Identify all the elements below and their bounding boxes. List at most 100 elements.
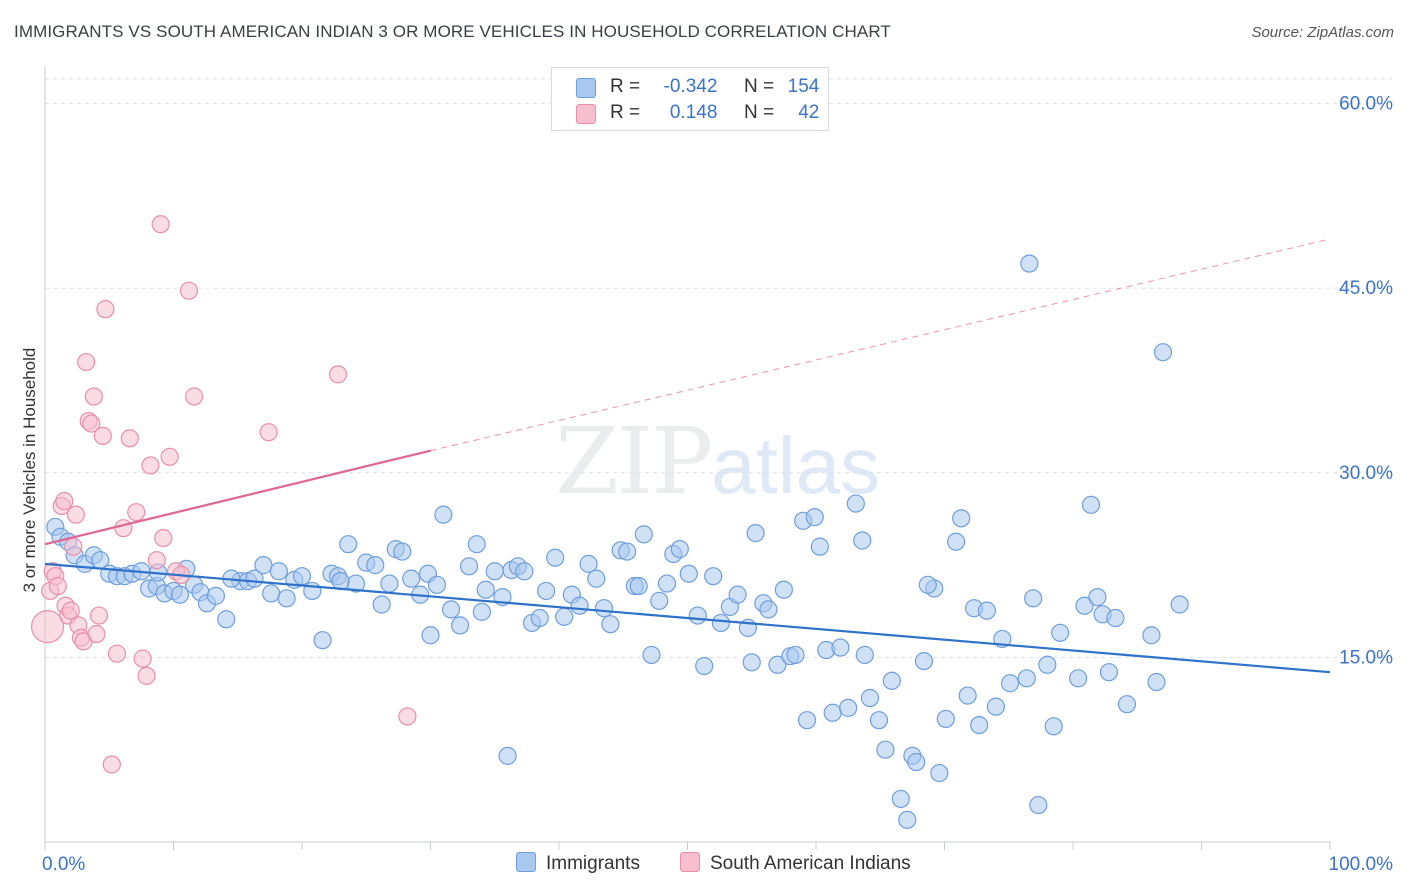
south-american-indians-point bbox=[127, 503, 146, 522]
legend-n-value: 154 bbox=[787, 76, 820, 97]
immigrants-point bbox=[1044, 717, 1063, 736]
immigrants-point bbox=[472, 602, 491, 621]
chart-title: IMMIGRANTS VS SOUTH AMERICAN INDIAN 3 OR… bbox=[14, 22, 891, 41]
immigrants-point bbox=[1000, 674, 1020, 693]
legend-n-value: 42 bbox=[798, 102, 820, 123]
immigrants-point bbox=[579, 554, 598, 573]
immigrants-points bbox=[46, 254, 1189, 829]
immigrants-point bbox=[380, 574, 399, 593]
immigrants-point bbox=[930, 763, 949, 783]
immigrants-point bbox=[855, 645, 874, 665]
bottom-legend-label: Immigrants bbox=[546, 853, 640, 874]
south-american-indians-point bbox=[133, 649, 152, 668]
immigrants-swatch-icon bbox=[576, 78, 596, 98]
immigrants-point bbox=[1081, 495, 1101, 514]
immigrants-point bbox=[262, 584, 281, 603]
immigrants-point bbox=[695, 656, 714, 676]
south-american-indians-point bbox=[61, 601, 80, 620]
south-american-indians-point bbox=[147, 551, 166, 570]
south-american-indians-point bbox=[137, 666, 156, 685]
immigrants-point bbox=[421, 626, 440, 645]
immigrants-point bbox=[891, 789, 910, 809]
zipatlas-watermark: ZIPatlas bbox=[555, 408, 880, 515]
trend-lines bbox=[44, 238, 1331, 674]
south-american-indians-point bbox=[259, 423, 278, 442]
south-american-indians-point bbox=[89, 606, 109, 625]
immigrants-point bbox=[970, 715, 989, 735]
immigrants-point bbox=[670, 540, 689, 559]
y-tick-label: 30.0% bbox=[1339, 463, 1393, 484]
immigrants-point bbox=[485, 562, 504, 581]
immigrants-point bbox=[839, 698, 858, 717]
south-american-indians-point bbox=[64, 537, 83, 556]
immigrants-point bbox=[774, 580, 793, 599]
immigrants-point bbox=[1075, 596, 1094, 615]
immigrants-point bbox=[587, 569, 606, 588]
x-tick-label: 0.0% bbox=[42, 854, 85, 875]
south-american-indians-point bbox=[48, 576, 67, 596]
bottom-legend-label: South American Indians bbox=[710, 853, 911, 874]
immigrants-point bbox=[869, 711, 889, 730]
legend-n-label: N = bbox=[743, 76, 775, 97]
south-american-indians-point bbox=[114, 519, 133, 538]
south-american-indians-point bbox=[87, 624, 106, 644]
immigrants-point bbox=[1106, 608, 1125, 628]
sai-trend-line bbox=[44, 449, 431, 546]
immigrants-point bbox=[427, 575, 447, 594]
immigrants-point bbox=[594, 599, 614, 618]
south-american-indians-point bbox=[398, 707, 417, 726]
immigrants-point bbox=[634, 525, 653, 544]
immigrants-point bbox=[434, 505, 453, 524]
south-american-indians-point bbox=[120, 429, 139, 448]
immigrants-point bbox=[450, 616, 470, 635]
immigrants-point bbox=[1088, 588, 1107, 607]
immigrants-point bbox=[860, 688, 880, 708]
immigrants-point bbox=[393, 542, 412, 561]
immigrants-point bbox=[952, 509, 971, 528]
legend-r-label: R = bbox=[610, 102, 641, 123]
tick-labels: 15.0% 30.0% 45.0% 60.0% 0.0% 100.0% bbox=[42, 94, 1393, 875]
immigrants-point bbox=[1099, 663, 1119, 682]
immigrants-point bbox=[977, 601, 997, 620]
immigrants-point bbox=[1170, 595, 1189, 614]
immigrants-point bbox=[515, 562, 534, 581]
immigrants-point bbox=[907, 752, 926, 772]
watermark-zip: ZIP bbox=[555, 408, 713, 515]
immigrants-point bbox=[467, 535, 486, 554]
immigrants-point bbox=[402, 569, 421, 588]
immigrants-point bbox=[1038, 655, 1057, 674]
immigrants-point bbox=[657, 574, 677, 593]
south-american-indians-point bbox=[184, 387, 204, 406]
south-american-indians-point bbox=[107, 644, 127, 663]
immigrants-point bbox=[459, 557, 479, 576]
immigrants-point bbox=[898, 810, 917, 829]
south-american-indians-point bbox=[179, 281, 199, 300]
south-american-indians-point bbox=[160, 447, 179, 466]
immigrants-point bbox=[1147, 672, 1166, 692]
immigrants-point bbox=[831, 638, 850, 657]
y-tick-label: 15.0% bbox=[1339, 647, 1393, 668]
immigrants-point bbox=[1051, 623, 1070, 642]
immigrants-point bbox=[206, 586, 226, 605]
immigrants-point bbox=[1153, 343, 1173, 362]
immigrants-point bbox=[629, 576, 648, 596]
x-tick-label: 100.0% bbox=[1329, 854, 1394, 875]
immigrants-point bbox=[366, 556, 385, 575]
immigrants-point bbox=[946, 532, 966, 551]
immigrants-point bbox=[1142, 626, 1161, 645]
immigrants-point bbox=[797, 711, 817, 730]
correlation-legend: R = -0.342 N = 154 R = 0.148 N = 42 bbox=[551, 67, 829, 131]
legend-r-value: -0.342 bbox=[663, 76, 718, 97]
immigrants-point bbox=[555, 607, 574, 626]
immigrants-point bbox=[882, 671, 901, 690]
immigrants-point bbox=[728, 585, 747, 604]
immigrants-point bbox=[936, 709, 955, 729]
immigrants-point bbox=[498, 746, 517, 765]
south-american-indians-point bbox=[93, 426, 112, 445]
south-american-indians-point bbox=[154, 528, 173, 548]
axes bbox=[44, 66, 1331, 850]
immigrants-point bbox=[958, 686, 977, 705]
immigrants-point bbox=[688, 606, 707, 625]
south-american-indians-point bbox=[77, 352, 96, 372]
legend-n-label: N = bbox=[743, 102, 775, 123]
